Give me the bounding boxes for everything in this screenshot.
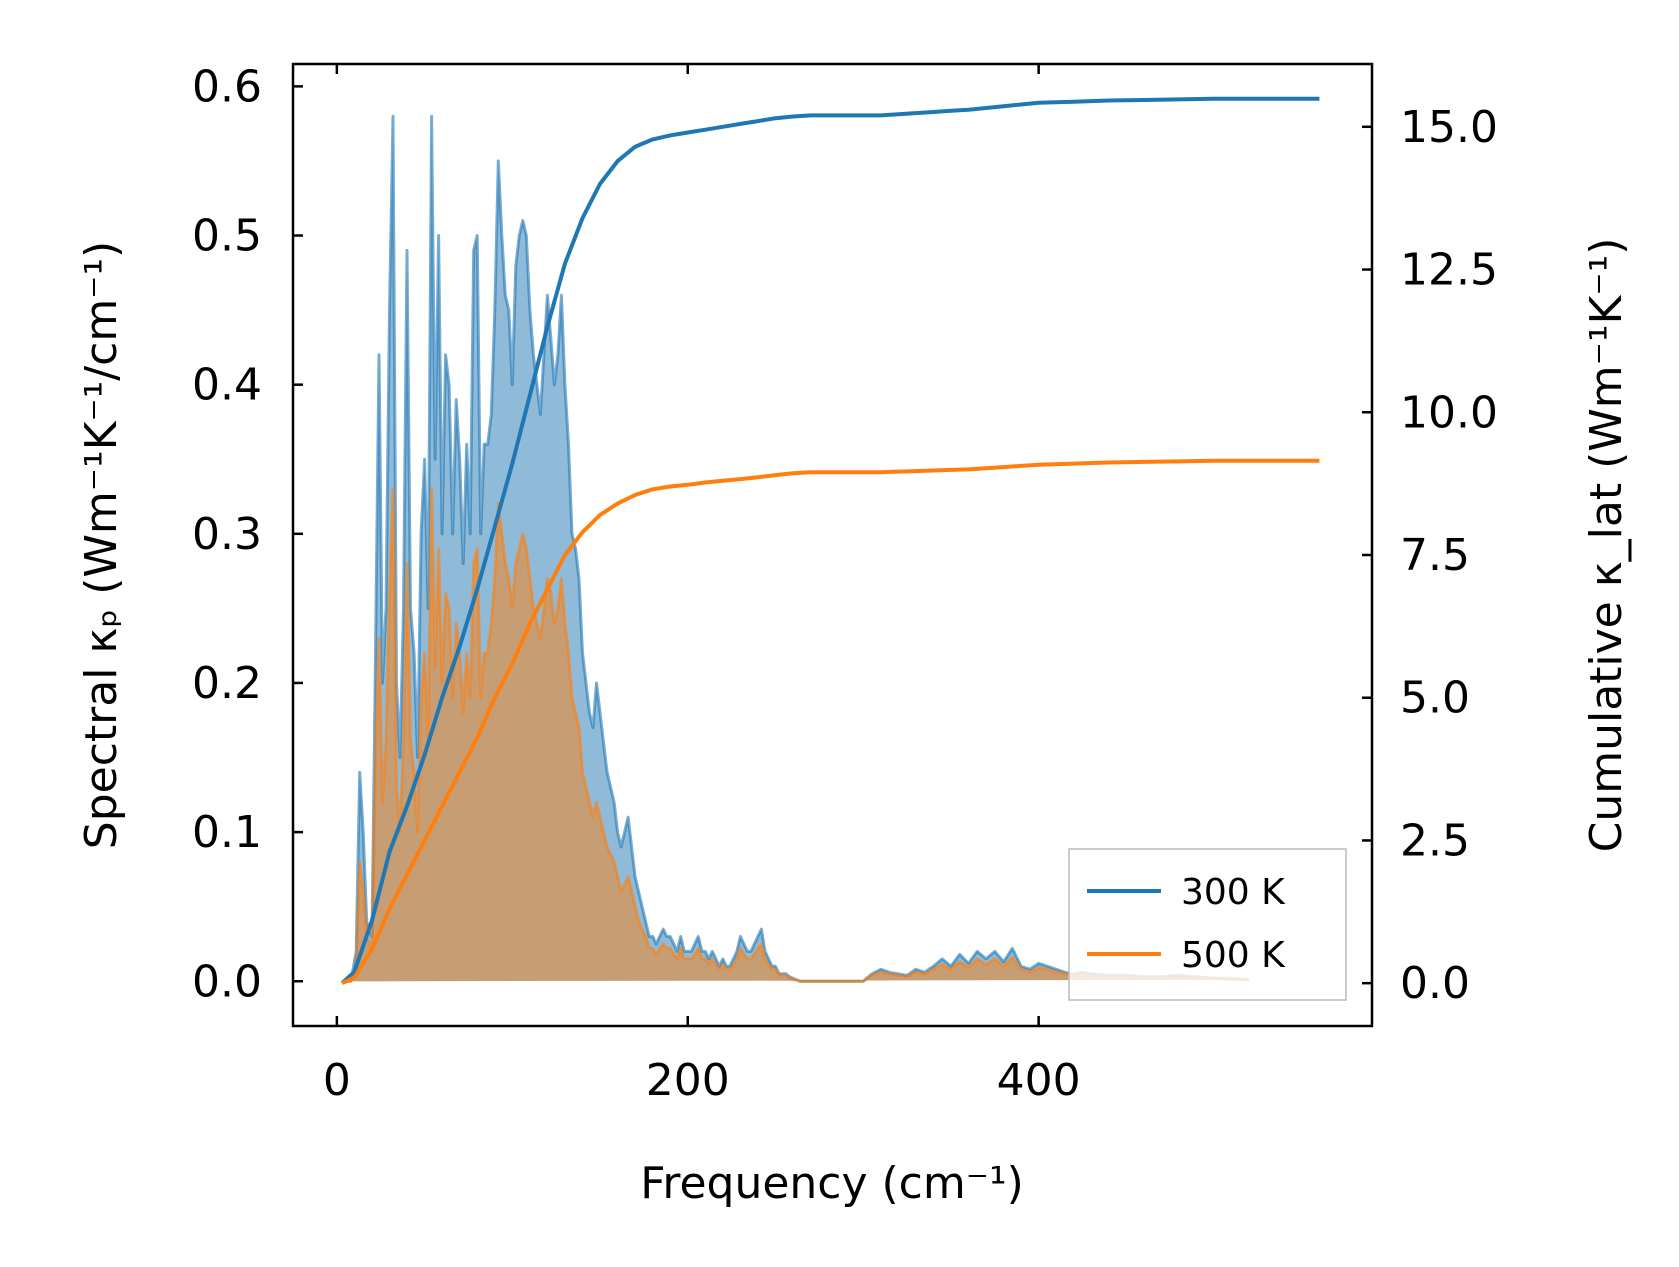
y-right-axis-ticks: 0.0 2.5 5.0 7.5 10.0 12.5 15.0: [1362, 102, 1498, 1009]
x-tick-label: 200: [646, 1055, 730, 1106]
legend-label-500k: 500 K: [1181, 935, 1286, 976]
legend-box: [1068, 848, 1347, 1001]
cumulative-line-300k: [340, 96, 1320, 985]
x-tick-label: 400: [997, 1055, 1081, 1106]
legend-label-300k: 300 K: [1181, 872, 1286, 913]
plot-frame: [291, 62, 1374, 1028]
y-right-tick-label: 12.5: [1400, 245, 1498, 296]
spectral-fill-areas: [342, 116, 1250, 982]
y-right-tick-label: 15.0: [1400, 102, 1498, 153]
y-right-tick-label: 7.5: [1400, 530, 1470, 581]
y-left-axis-ticks: 0.0 0.1 0.2 0.3 0.4 0.5 0.6: [192, 61, 303, 1007]
y-right-tick-label: 2.5: [1400, 815, 1470, 866]
y-right-tick-label: 5.0: [1400, 673, 1470, 724]
cumulative-line-500k: [341, 458, 1320, 986]
legend: 300 K 500 K: [1068, 848, 1347, 1001]
y-right-axis-label: Cumulative κ_lat (Wm⁻¹K⁻¹): [1581, 238, 1632, 853]
x-axis-label: Frequency (cm⁻¹): [640, 1158, 1024, 1209]
y-left-tick-label: 0.4: [192, 360, 262, 411]
y-left-tick-label: 0.1: [192, 807, 262, 858]
y-right-tick-label: 0.0: [1400, 958, 1470, 1009]
y-left-tick-label: 0.5: [192, 211, 262, 262]
cumulative-lines: [340, 96, 1320, 986]
x-axis-ticks: 0 200 400: [323, 64, 1081, 1106]
y-left-tick-label: 0.2: [192, 658, 262, 709]
x-tick-label: 0: [323, 1055, 351, 1106]
y-left-tick-label: 0.0: [192, 956, 262, 1007]
y-left-tick-label: 0.3: [192, 509, 262, 560]
spectral-line-300k: [342, 114, 1250, 983]
y-right-tick-label: 10.0: [1400, 387, 1498, 438]
y-left-tick-label: 0.6: [192, 61, 262, 112]
y-left-axis-label: Spectral κₚ (Wm⁻¹K⁻¹/cm⁻¹): [76, 241, 127, 849]
spectral-fill-500k: [342, 489, 1250, 982]
